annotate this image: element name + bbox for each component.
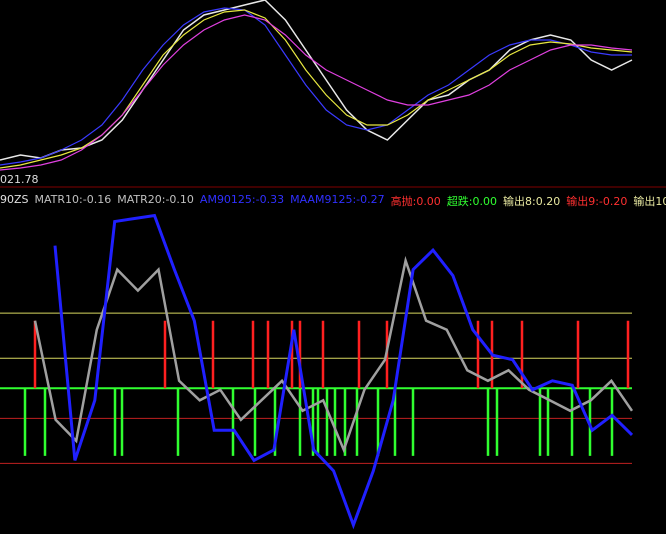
price-line bbox=[0, 0, 633, 161]
price-label: 021.78 bbox=[0, 173, 39, 186]
header-label: MATR20:-0.10 bbox=[117, 193, 194, 206]
indicator-line bbox=[33, 255, 634, 454]
header-label: 超跌:0.00 bbox=[446, 195, 498, 208]
header-label: 输出8:0.20 bbox=[503, 195, 561, 208]
price-line bbox=[0, 14, 633, 171]
indicator-header: 90ZS MATR10:-0.16 MATR20:-0.10 AM90125:-0.3… bbox=[0, 193, 666, 209]
header-label: MAAM9125:-0.27 bbox=[290, 193, 385, 206]
header-label: 高抛:0.00 bbox=[390, 195, 441, 208]
header-label: 90ZS bbox=[0, 193, 29, 206]
header-label: AM90125:-0.33 bbox=[199, 193, 285, 206]
price-line bbox=[0, 7, 632, 166]
header-label: MATR10:-0.16 bbox=[34, 193, 112, 206]
indicator-line bbox=[53, 213, 634, 530]
header-label: 输出10:0.50 bbox=[633, 195, 666, 208]
price-line bbox=[0, 9, 633, 169]
header-label: 输出9:-0.20 bbox=[566, 195, 628, 208]
